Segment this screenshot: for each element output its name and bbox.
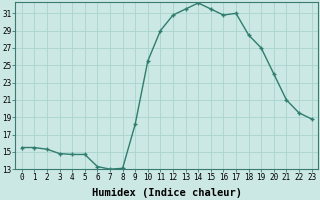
X-axis label: Humidex (Indice chaleur): Humidex (Indice chaleur) — [92, 188, 242, 198]
